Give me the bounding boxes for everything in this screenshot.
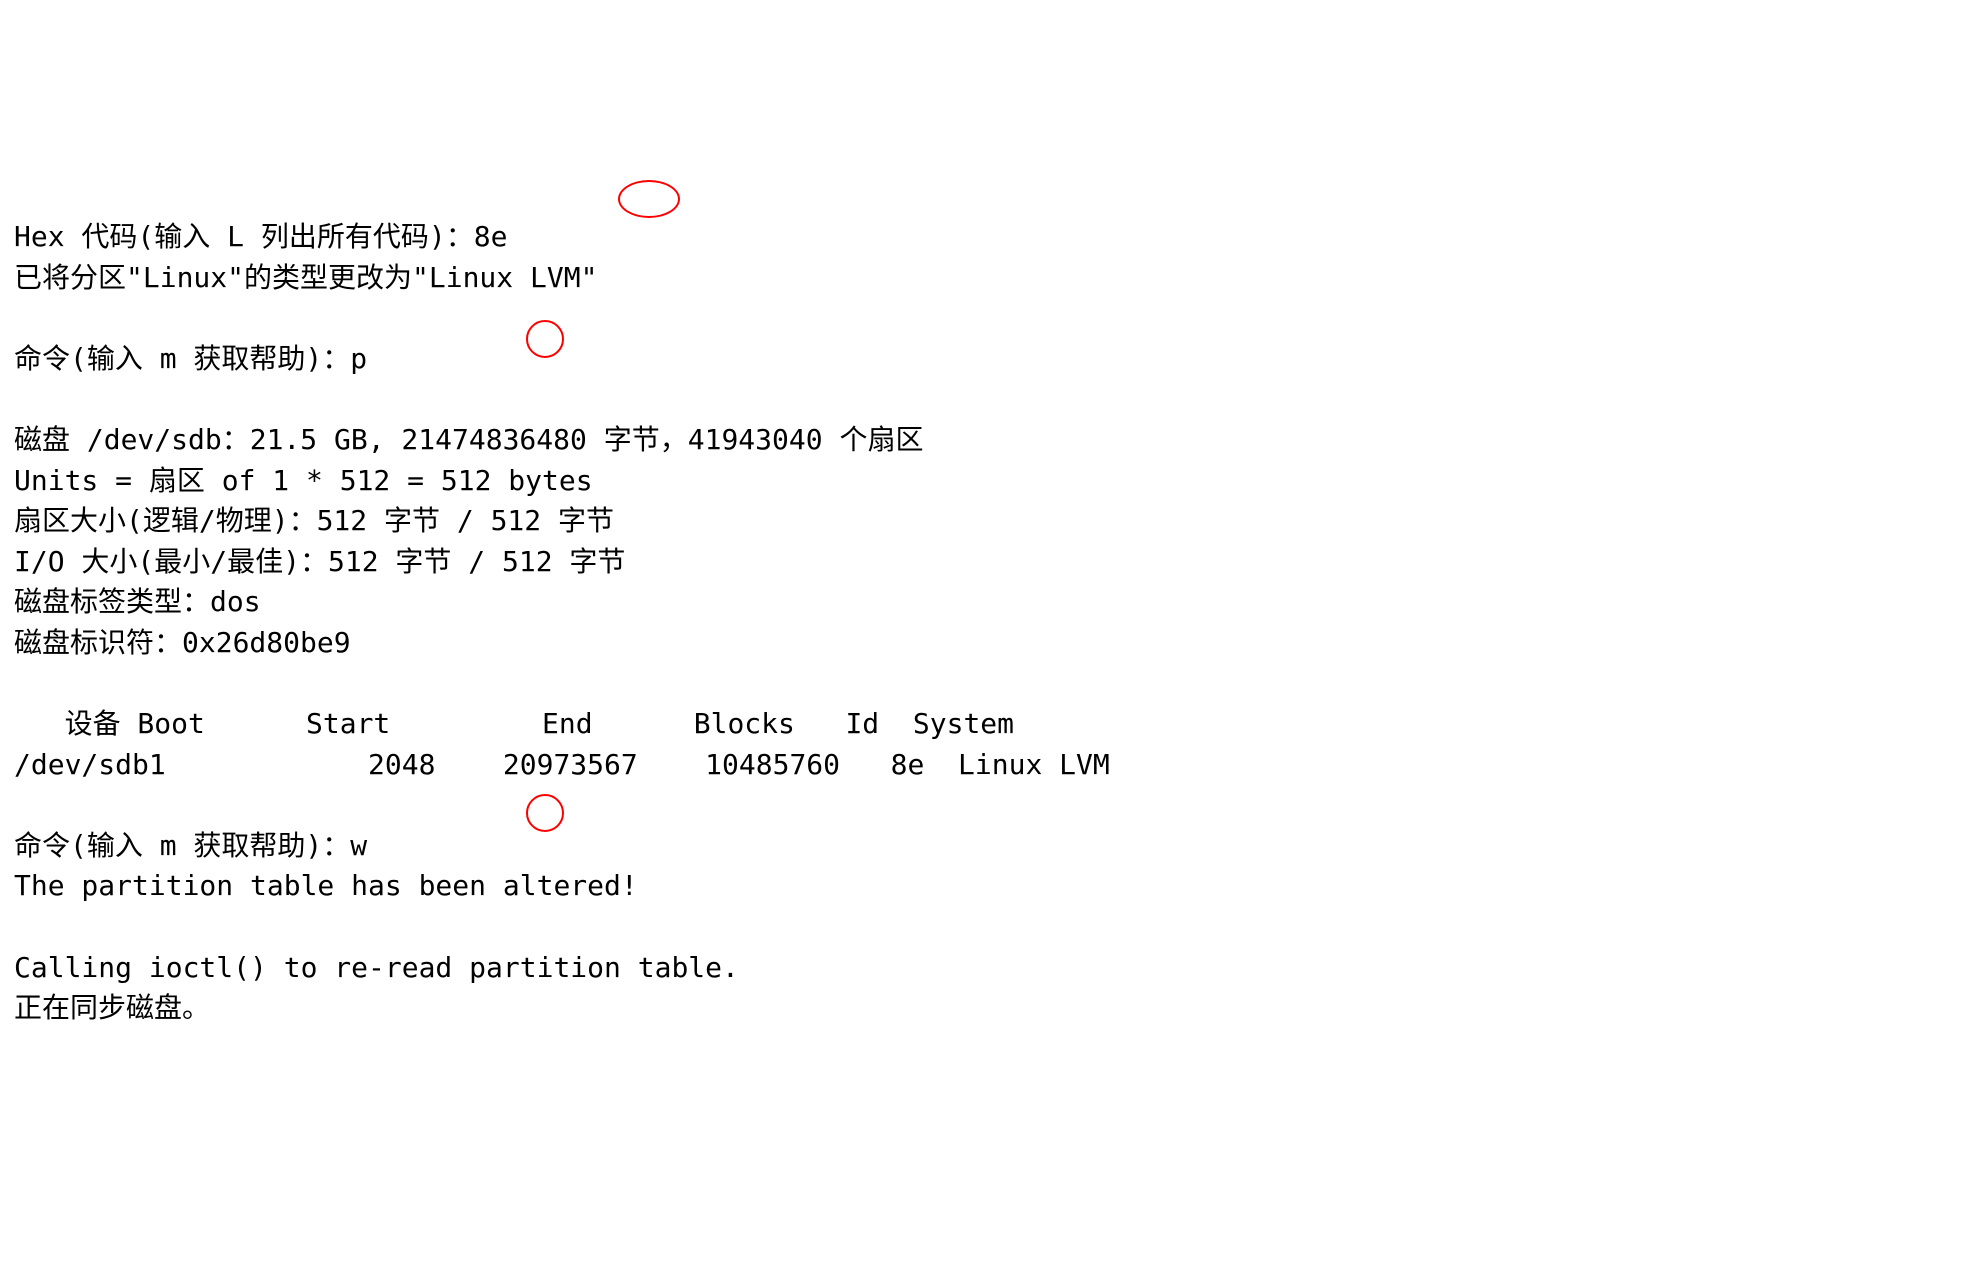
syncing-msg: 正在同步磁盘。	[14, 991, 210, 1024]
partition-table-header: 设备 Boot Start End Blocks Id System	[14, 707, 1014, 740]
type-changed-msg: 已将分区"Linux"的类型更改为"Linux LVM"	[14, 261, 597, 294]
ioctl-msg: Calling ioctl() to re-read partition tab…	[14, 951, 739, 984]
units-line: Units = 扇区 of 1 * 512 = 512 bytes	[14, 464, 593, 497]
altered-msg: The partition table has been altered!	[14, 869, 638, 902]
terminal-output: Hex 代码(输入 L 列出所有代码)：8e 已将分区"Linux"的类型更改为…	[14, 176, 1954, 1069]
annotation-circle	[618, 180, 680, 218]
cmd-prompt-2: 命令(输入 m 获取帮助)：	[14, 829, 350, 862]
label-type-line: 磁盘标签类型：dos	[14, 585, 261, 618]
io-size-line: I/O 大小(最小/最佳)：512 字节 / 512 字节	[14, 545, 625, 578]
sector-size-line: 扇区大小(逻辑/物理)：512 字节 / 512 字节	[14, 504, 614, 537]
disk-id-line: 磁盘标识符：0x26d80be9	[14, 626, 351, 659]
annotation-circle	[526, 794, 564, 832]
hex-prompt: Hex 代码(输入 L 列出所有代码)：	[14, 220, 474, 253]
cmd-prompt-1: 命令(输入 m 获取帮助)：	[14, 342, 350, 375]
partition-table-row: /dev/sdb1 2048 20973567 10485760 8e Linu…	[14, 748, 1110, 781]
annotation-circle	[526, 320, 564, 358]
hex-input-value: 8e	[474, 220, 508, 253]
disk-line: 磁盘 /dev/sdb：21.5 GB, 21474836480 字节，4194…	[14, 423, 923, 456]
cmd-input-2: w	[350, 829, 367, 862]
cmd-input-1: p	[350, 342, 367, 375]
